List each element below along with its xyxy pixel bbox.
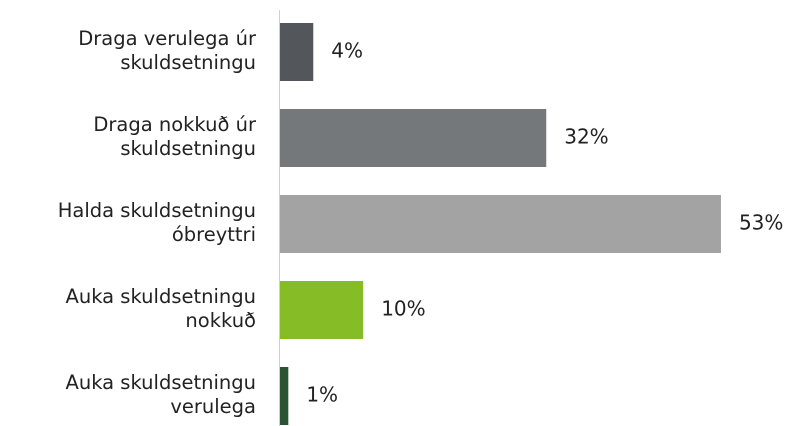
bar — [280, 23, 314, 81]
category-label: Draga nokkuð úr skuldsetningu — [93, 113, 256, 160]
bar — [280, 109, 547, 167]
category-label: Auka skuldsetningu nokkuð — [65, 285, 256, 332]
bar — [280, 195, 721, 253]
category-label: Draga verulega úr skuldsetningu — [78, 27, 256, 74]
value-label: 1% — [306, 383, 338, 407]
bar — [280, 281, 364, 339]
value-label: 32% — [564, 125, 608, 149]
value-label: 10% — [381, 297, 425, 321]
category-label: Halda skuldsetningu óbreyttri — [57, 199, 256, 246]
value-label: 53% — [739, 211, 783, 235]
category-label: Auka skuldsetningu verulega — [65, 371, 256, 418]
value-label: 4% — [331, 39, 363, 63]
bar — [280, 367, 289, 425]
